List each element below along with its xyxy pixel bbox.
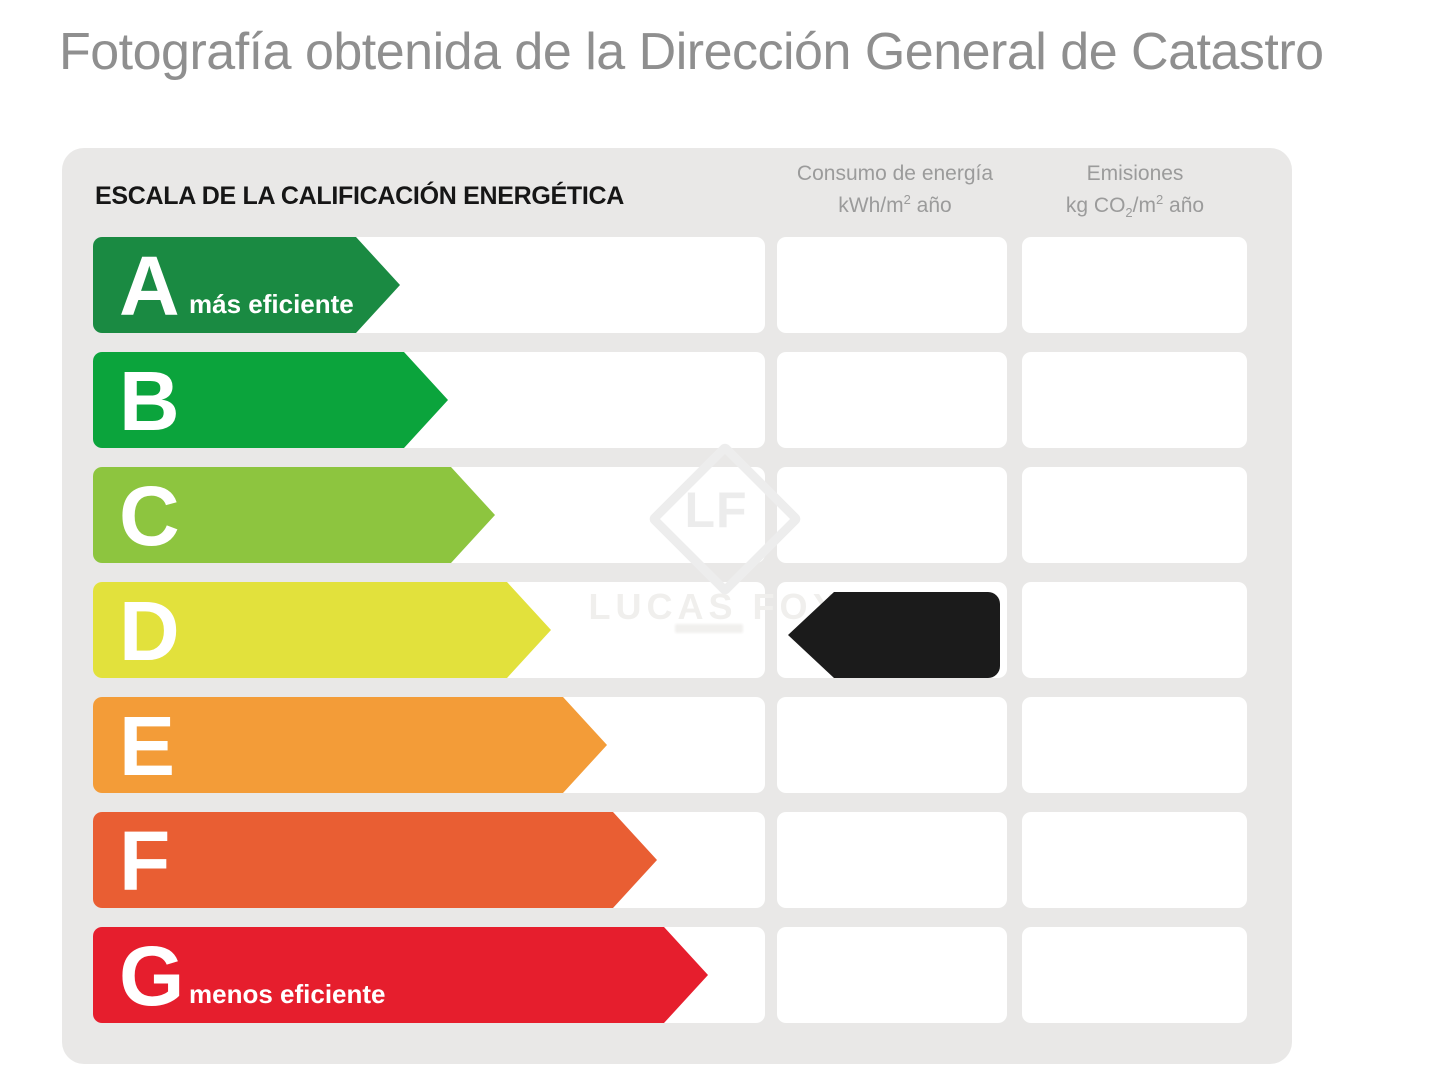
- rating-letter: F: [119, 814, 171, 908]
- rating-rows: A más eficiente B C D: [93, 237, 1247, 1042]
- scale-row-e: E: [93, 697, 1247, 793]
- rating-letter: B: [119, 354, 180, 448]
- emisiones-value-cell: [1022, 467, 1247, 563]
- emisiones-value-cell: [1022, 352, 1247, 448]
- consumo-value-cell: [777, 352, 1007, 448]
- scale-row-g: G menos eficiente: [93, 927, 1247, 1023]
- emisiones-value-cell: [1022, 237, 1247, 333]
- rating-arrow: C: [93, 467, 495, 563]
- scale-row-c: C: [93, 467, 1247, 563]
- emisiones-value-cell: [1022, 697, 1247, 793]
- consumo-value-cell: [777, 467, 1007, 563]
- scale-row-d: D: [93, 582, 1247, 678]
- rating-letter: G: [119, 929, 185, 1023]
- scale-row-f: F: [93, 812, 1247, 908]
- scale-row-b: B: [93, 352, 1247, 448]
- column-header-consumo-line2: kWh/m2 año: [838, 192, 952, 217]
- rating-arrow: A más eficiente: [93, 237, 400, 333]
- column-header-consumo: Consumo de energía kWh/m2 año: [755, 161, 1035, 219]
- rating-arrow: F: [93, 812, 657, 908]
- consumo-value-cell: [777, 697, 1007, 793]
- rating-arrow: E: [93, 697, 607, 793]
- rating-arrow: B: [93, 352, 448, 448]
- scale-row-a: A más eficiente: [93, 237, 1247, 333]
- rating-arrow: G menos eficiente: [93, 927, 708, 1023]
- column-header-emisiones-line1: Emisiones: [1086, 162, 1184, 185]
- energy-scale-panel: ESCALA DE LA CALIFICACIÓN ENERGÉTICA Con…: [62, 148, 1292, 1064]
- page-title: Fotografía obtenida de la Dirección Gene…: [59, 23, 1324, 81]
- emisiones-value-cell: [1022, 927, 1247, 1023]
- rating-letter: C: [119, 469, 180, 563]
- column-header-emisiones-line2: kg CO2/m2 año: [1065, 192, 1205, 221]
- selected-rating-marker: [788, 592, 1000, 678]
- column-header-consumo-line1: Consumo de energía: [796, 162, 994, 185]
- rating-arrow: D: [93, 582, 551, 678]
- rating-letter: E: [119, 699, 176, 793]
- rating-letter: D: [119, 584, 180, 678]
- rating-letter: A: [119, 239, 180, 333]
- emisiones-value-cell: [1022, 582, 1247, 678]
- consumo-value-cell: [777, 812, 1007, 908]
- column-header-emisiones: Emisiones kg CO2/m2 año: [995, 161, 1275, 226]
- rating-qualifier: menos eficiente: [189, 979, 386, 1009]
- scale-title: ESCALA DE LA CALIFICACIÓN ENERGÉTICA: [95, 182, 625, 210]
- consumo-value-cell: [777, 237, 1007, 333]
- rating-qualifier: más eficiente: [189, 289, 354, 319]
- emisiones-value-cell: [1022, 812, 1247, 908]
- consumo-value-cell: [777, 927, 1007, 1023]
